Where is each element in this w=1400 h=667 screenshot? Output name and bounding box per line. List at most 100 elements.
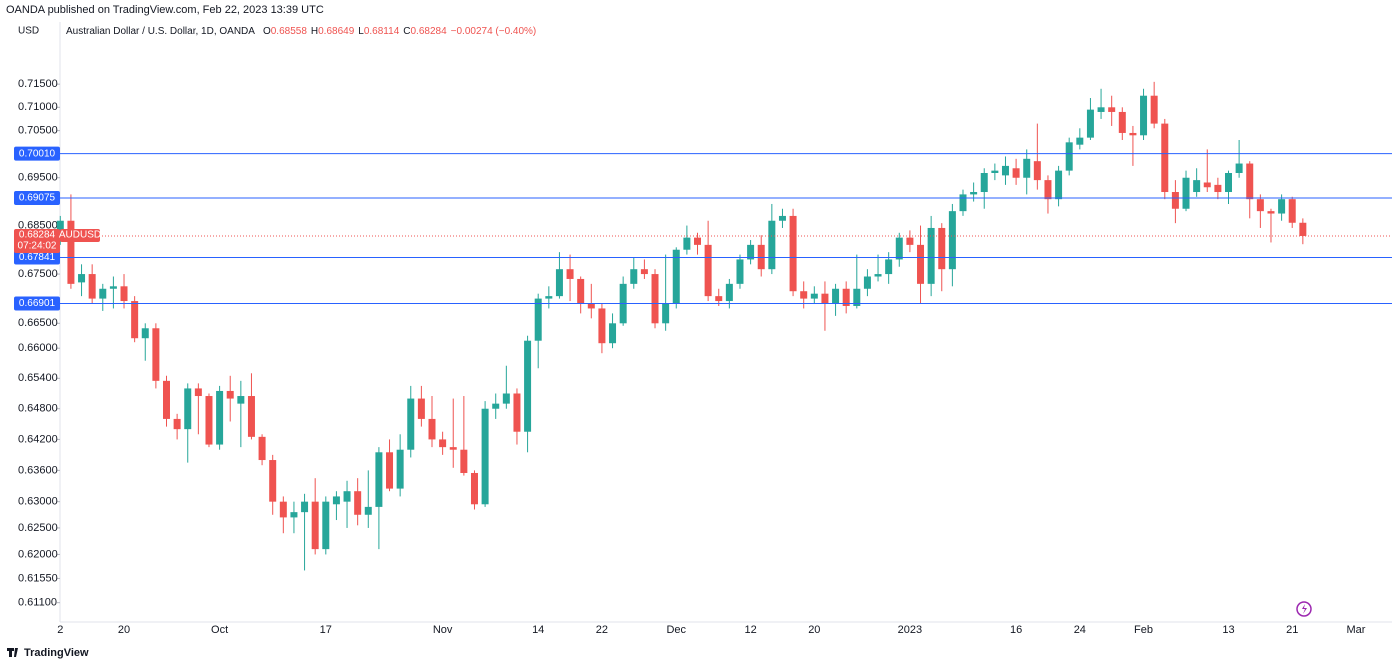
candle-body — [524, 340, 532, 432]
candles — [56, 81, 1307, 571]
candle-body — [120, 286, 128, 302]
y-tick-label: 0.68500 — [18, 219, 58, 231]
level-tag — [14, 296, 60, 311]
candle-body — [492, 403, 500, 409]
ohlc-label: C — [403, 26, 410, 37]
currency: USD — [18, 26, 39, 37]
brand: TradingView — [24, 647, 89, 659]
candle-body — [895, 237, 903, 260]
candle-body — [1278, 199, 1286, 214]
candle-body — [821, 293, 829, 304]
candle-body — [842, 288, 850, 306]
candle-body — [853, 288, 861, 306]
candle-body — [1118, 111, 1126, 133]
publisher: OANDA published on TradingView.com, Feb … — [6, 4, 324, 16]
candle-body — [651, 274, 659, 324]
candle-body — [1001, 165, 1009, 176]
x-tick-label: 24 — [1074, 624, 1086, 636]
x-tick-label: 17 — [320, 624, 332, 636]
candle-body — [959, 194, 967, 212]
candle-body — [301, 501, 309, 513]
candle-body — [1214, 184, 1222, 193]
candle-body — [1129, 132, 1137, 136]
legend: Australian Dollar / U.S. Dollar, 1D, OAN… — [66, 26, 536, 37]
candle-body — [184, 388, 192, 430]
candle-body — [1256, 199, 1264, 212]
y-tick-label: 0.70500 — [18, 125, 58, 137]
candle-body — [1171, 192, 1179, 209]
candle-body — [683, 237, 691, 250]
x-tick-label: 12 — [744, 624, 756, 636]
y-tick-label: 0.62000 — [18, 548, 58, 560]
candle-body — [481, 408, 489, 505]
candle-body — [587, 303, 595, 309]
candle-body — [1108, 107, 1116, 112]
candle-body — [715, 296, 723, 302]
candle-body — [704, 244, 712, 297]
x-tick-label: 20 — [118, 624, 130, 636]
ohlc-value: 0.68284 — [410, 26, 447, 37]
candle-body — [375, 452, 383, 507]
alert-icon[interactable] — [1296, 601, 1312, 617]
candle-body — [460, 449, 468, 473]
level-tag — [14, 250, 60, 265]
candle-body — [470, 472, 478, 505]
candle-body — [566, 269, 574, 279]
candle-body — [1023, 158, 1031, 178]
candle-body — [152, 328, 160, 381]
candle-body — [640, 269, 648, 275]
candle-body — [991, 170, 999, 174]
candle-body — [725, 283, 733, 302]
candle-body — [789, 215, 797, 292]
candle-body — [980, 173, 988, 193]
candle-body — [662, 303, 670, 324]
candle-body — [163, 380, 170, 419]
ohlc-label: O — [263, 26, 271, 37]
x-tick-label: 16 — [1010, 624, 1022, 636]
candle-body — [428, 418, 436, 440]
candle-body — [1235, 163, 1243, 174]
y-tick-label: 0.71000 — [18, 101, 58, 113]
candle-body — [1097, 107, 1105, 112]
candle-body — [906, 237, 914, 245]
candle-body — [502, 393, 510, 404]
x-tick-label: 20 — [808, 624, 820, 636]
candle-body — [279, 501, 287, 518]
ohlc-value: 0.68114 — [364, 26, 400, 37]
ohlc-label: H — [311, 26, 318, 37]
brand-logo — [7, 648, 18, 657]
y-tick-label: 0.71500 — [18, 78, 58, 90]
candle-body — [216, 390, 224, 445]
y-tick-label: 0.69500 — [18, 172, 58, 184]
candle-body — [545, 296, 553, 299]
candle-body — [407, 398, 415, 450]
candle-body — [577, 278, 585, 304]
candle-body — [736, 259, 744, 284]
candle-body — [672, 249, 680, 304]
symbol-tag — [60, 228, 100, 242]
candle-body — [1033, 161, 1041, 181]
candle-body — [1150, 95, 1158, 124]
candle-body — [109, 286, 117, 289]
candle-body — [205, 396, 213, 445]
candle-body — [173, 418, 181, 430]
x-tick-label: 2023 — [898, 624, 922, 636]
y-tick-label: 0.66000 — [18, 342, 58, 354]
candle-body — [1055, 170, 1063, 200]
symbol-label: AUDUSD — [59, 230, 101, 241]
x-tick-label: Mar — [1346, 624, 1365, 636]
candle-body — [439, 439, 447, 448]
x-tick-label: 2 — [57, 624, 63, 636]
candle-body — [810, 293, 818, 299]
candle-body — [237, 396, 245, 404]
candle-body — [226, 390, 234, 399]
candle-body — [917, 244, 925, 284]
candle-body — [449, 447, 457, 450]
candle-body — [269, 460, 277, 502]
level-label: 0.69075 — [19, 193, 56, 204]
ohlc-value: 0.68558 — [271, 26, 308, 37]
candle-body — [948, 211, 956, 270]
candle-body — [1065, 142, 1073, 171]
